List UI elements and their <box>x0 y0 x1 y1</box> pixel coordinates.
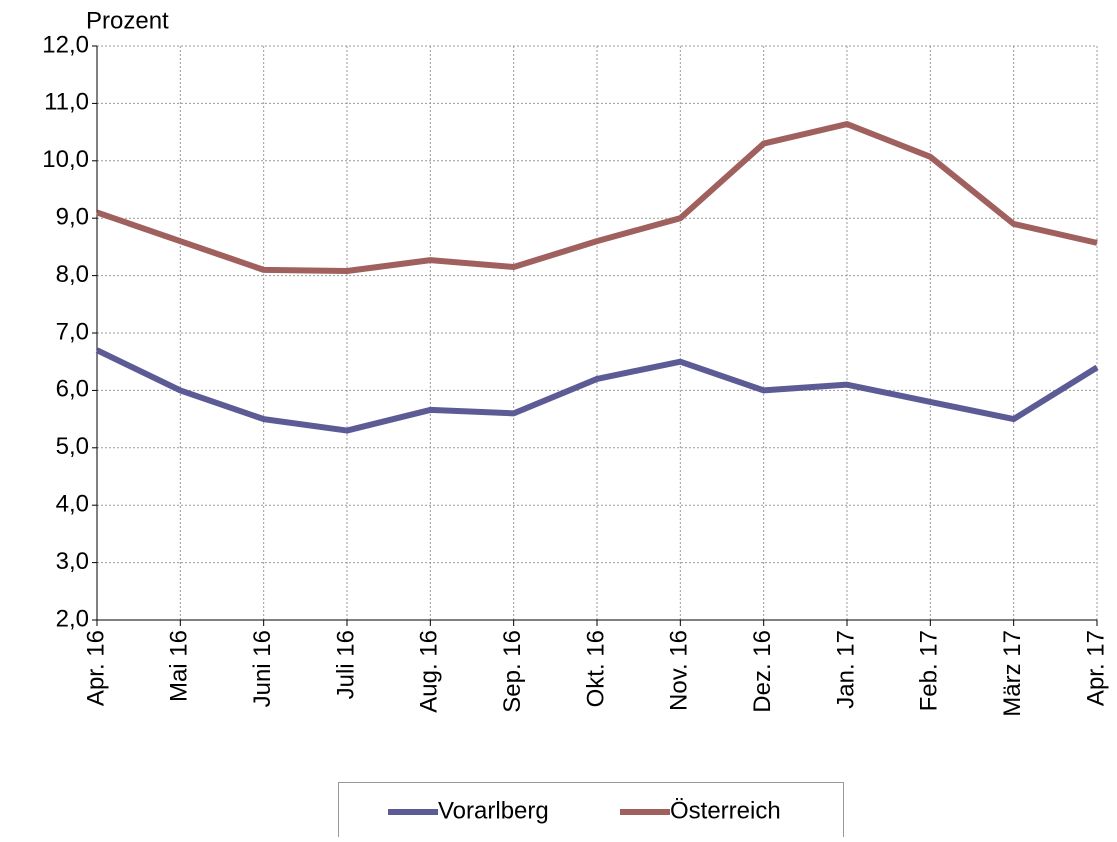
line <box>95 347 1099 434</box>
y-tick-label: 6,0 <box>56 376 89 403</box>
x-tick-label: Feb. 17 <box>916 630 943 711</box>
x-tick-label: Jan. 17 <box>832 630 859 709</box>
x-tick-label: Okt. 16 <box>582 630 609 707</box>
x-tick-label: Apr. 17 <box>1082 630 1109 706</box>
legend-label: Vorarlberg <box>438 797 549 824</box>
y-axis-label: Prozent <box>86 7 169 34</box>
x-tick-label: Juni 16 <box>249 630 276 707</box>
y-tick-label: 5,0 <box>56 433 89 460</box>
y-tick-label: 7,0 <box>56 318 89 345</box>
x-tick-label: März 17 <box>999 630 1026 717</box>
y-tick-label: 8,0 <box>56 261 89 288</box>
y-tick-label: 11,0 <box>44 89 89 116</box>
y-tick-label: 10,0 <box>42 146 89 173</box>
x-tick-label: Aug. 16 <box>416 630 443 713</box>
x-tick-label: Mai 16 <box>166 630 193 702</box>
x-tick-label: Sep. 16 <box>499 630 526 713</box>
x-tick-label: Juli 16 <box>332 630 359 699</box>
y-tick-label: 2,0 <box>56 605 89 632</box>
y-tick-label: 4,0 <box>56 491 89 518</box>
x-tick-label: Dez. 16 <box>749 630 776 713</box>
x-tick-label: Nov. 16 <box>666 630 693 711</box>
y-tick-label: 9,0 <box>56 204 89 231</box>
y-tick-label: 12,0 <box>42 31 89 58</box>
line <box>96 121 1098 275</box>
x-tick-label: Apr. 16 <box>82 630 109 706</box>
y-tick-label: 3,0 <box>56 548 89 575</box>
legend-label: Österreich <box>670 797 781 824</box>
